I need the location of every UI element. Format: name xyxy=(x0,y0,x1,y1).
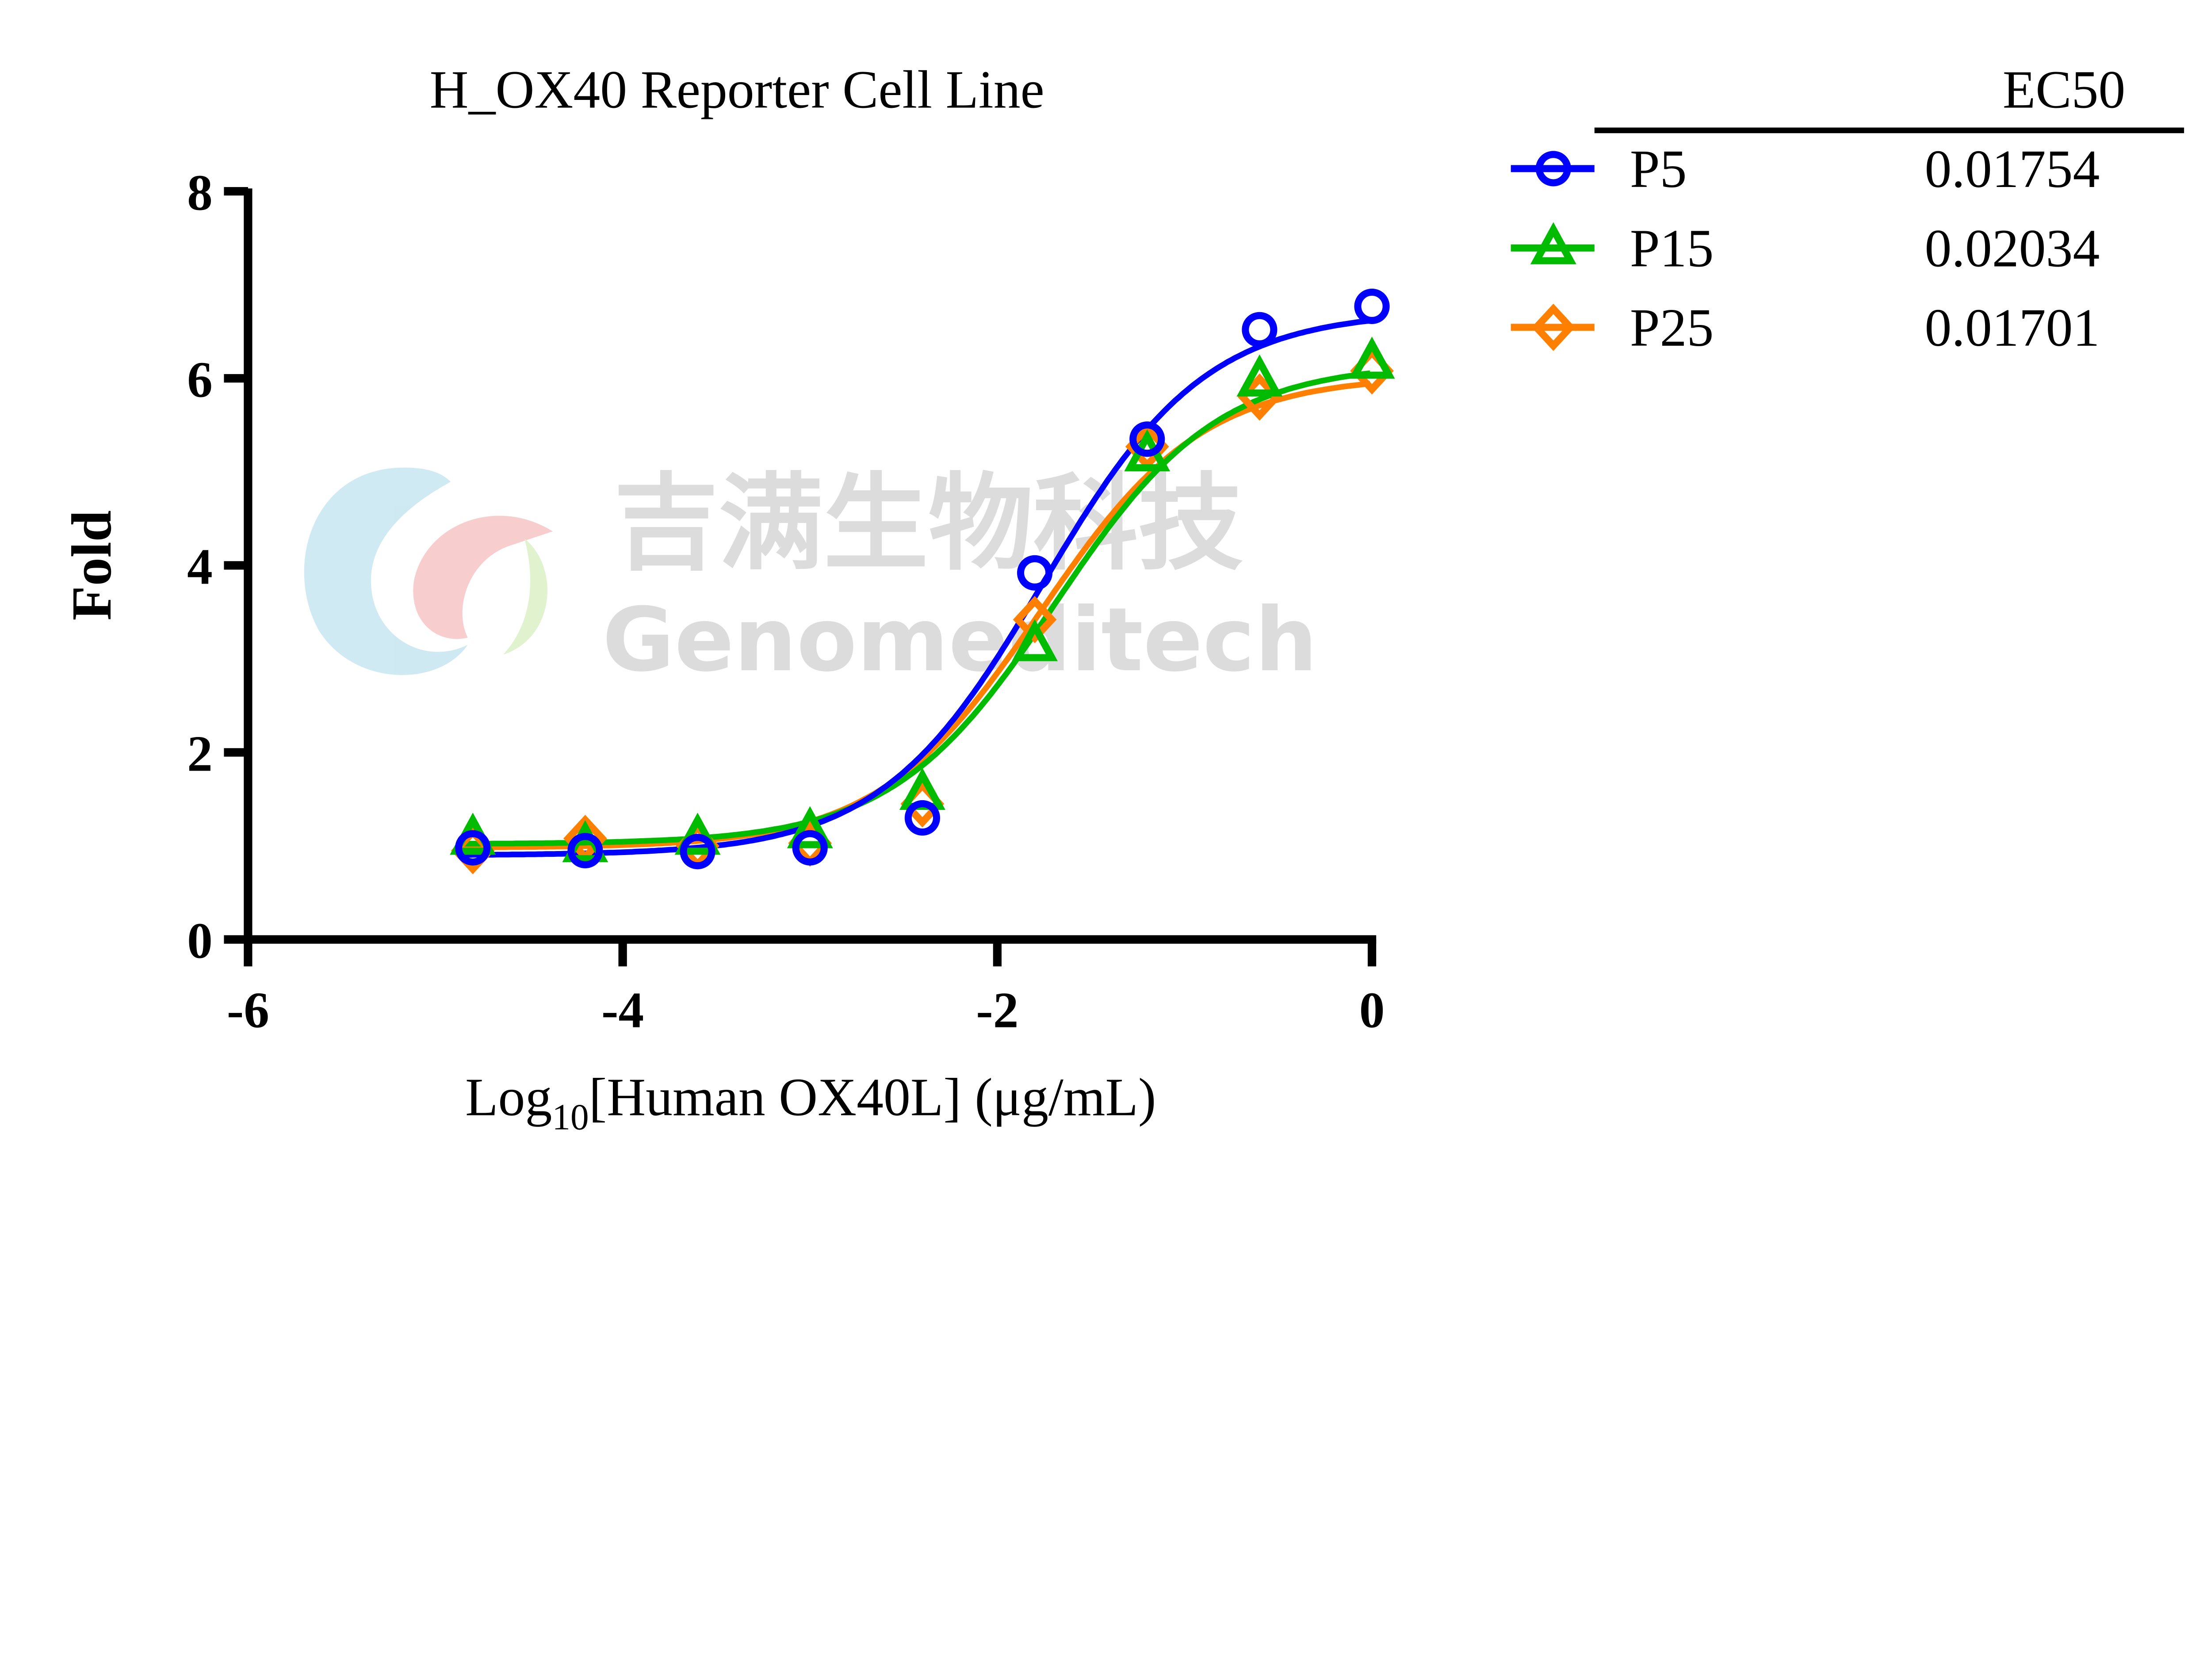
y-tick-label: 2 xyxy=(187,725,213,782)
legend-label-P25: P25 xyxy=(1630,298,1714,358)
fit-curve-P15 xyxy=(463,370,1371,847)
data-point-P15 xyxy=(1349,336,1395,379)
x-axis-label: Log10[Human OX40L] (μg/mL) xyxy=(465,1067,1156,1138)
data-point-P5 xyxy=(1354,288,1390,324)
data-point-P5 xyxy=(1017,555,1053,591)
y-tick-label: 6 xyxy=(187,351,213,408)
fit-curve-P5 xyxy=(463,317,1371,858)
legend-label-P5: P5 xyxy=(1630,139,1687,199)
legend-marker-P15 xyxy=(1530,222,1576,264)
x-axis-label-prefix: Log xyxy=(465,1067,552,1127)
watermark: 吉满生物科技 Genomeditech xyxy=(304,462,1317,691)
legend-label-P15: P15 xyxy=(1630,219,1714,279)
data-point-P5 xyxy=(904,800,940,836)
data-point-P5 xyxy=(1242,312,1278,347)
data-point-P5 xyxy=(680,834,715,870)
x-tick-label: -4 xyxy=(601,982,644,1039)
chart-title: H_OX40 Reporter Cell Line xyxy=(430,60,1044,120)
data-point-P5 xyxy=(1129,421,1165,457)
data-point-P15 xyxy=(1236,354,1283,397)
data-point-P5 xyxy=(792,830,828,866)
x-tick-label: -6 xyxy=(227,982,269,1039)
dose-response-chart: 吉满生物科技 Genomeditech H_OX40 Reporter Cell… xyxy=(60,60,2184,1138)
data-point-P25 xyxy=(1013,596,1057,644)
x-tick-label: -2 xyxy=(976,982,1018,1039)
legend-header: EC50 xyxy=(2003,60,2125,120)
data-point-P15 xyxy=(787,806,833,848)
x-tick-label: 0 xyxy=(1359,982,1385,1039)
legend-marker-P25 xyxy=(1531,303,1576,351)
data-point-P5 xyxy=(455,830,491,866)
y-tick-label: 8 xyxy=(187,164,213,221)
legend-marker-P5 xyxy=(1535,151,1571,187)
watermark-logo-icon-3 xyxy=(503,538,547,655)
data-point-P5 xyxy=(567,832,603,869)
watermark-logo-icon-2 xyxy=(413,515,553,639)
data-point-P15 xyxy=(674,813,721,855)
x-axis-label-sub: 10 xyxy=(552,1097,589,1138)
legend-ec50-P15: 0.02034 xyxy=(1925,219,2100,279)
y-axis-label: Fold xyxy=(60,510,123,620)
legend-ec50-P5: 0.01754 xyxy=(1925,139,2100,199)
watermark-en: Genomeditech xyxy=(602,589,1317,691)
y-tick-label: 4 xyxy=(187,538,213,595)
y-tick-label: 0 xyxy=(187,913,213,969)
x-axis-label-suffix: [Human OX40L] (μg/mL) xyxy=(589,1067,1156,1127)
legend-ec50-P25: 0.01701 xyxy=(1925,298,2100,358)
watermark-logo-icon xyxy=(304,467,468,675)
data-point-P15 xyxy=(1012,619,1058,661)
